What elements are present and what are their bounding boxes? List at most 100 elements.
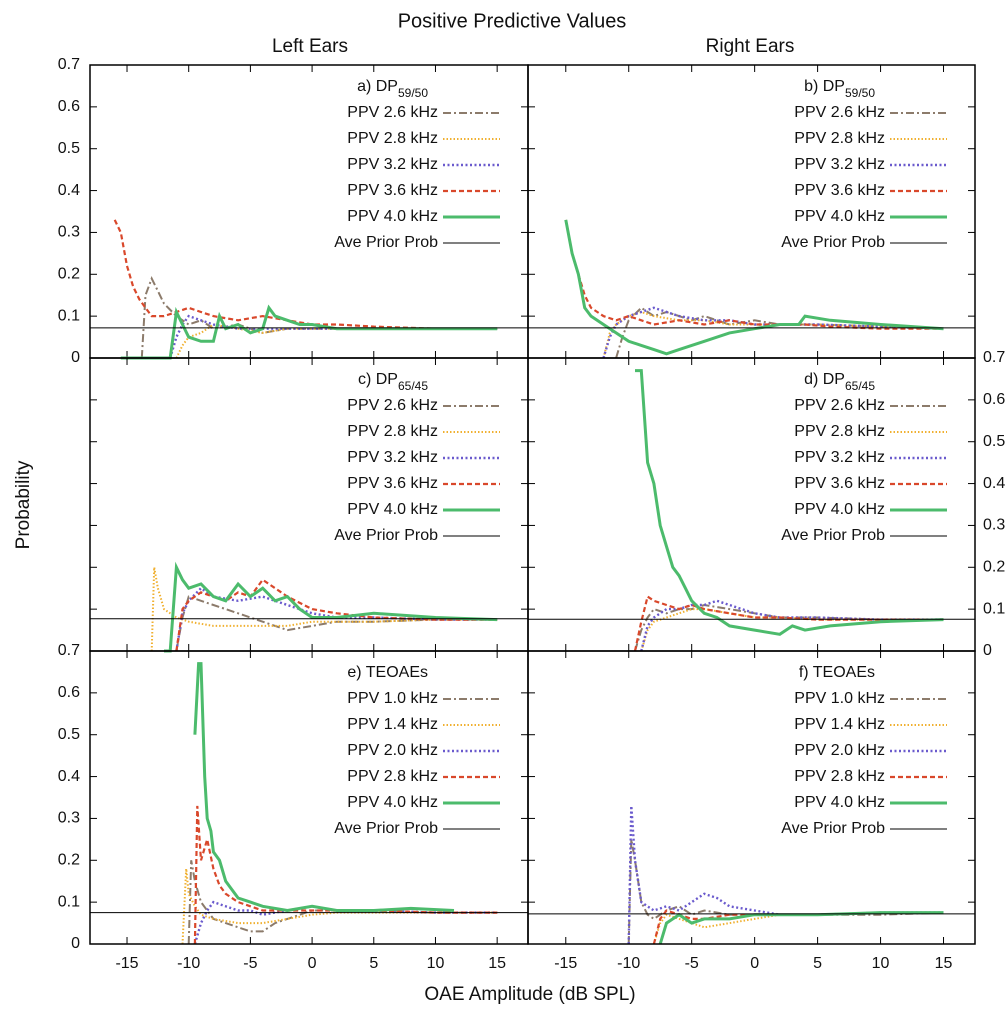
x-tick-label: -10 bbox=[177, 955, 200, 972]
legend-label: PPV 3.2 kHz bbox=[794, 449, 885, 466]
legend-label: PPV 2.6 kHz bbox=[794, 397, 885, 414]
series-line bbox=[175, 578, 498, 652]
panel-title-text: b) DP bbox=[804, 78, 845, 95]
series-line bbox=[564, 219, 944, 330]
legend-label: PPV 4.0 kHz bbox=[794, 501, 885, 518]
column-title: Left Ears bbox=[272, 36, 348, 57]
legend-label: PPV 1.0 kHz bbox=[347, 690, 438, 707]
y-tick-label: 0.6 bbox=[58, 98, 80, 115]
panel-frame bbox=[527, 357, 976, 652]
panel-frame bbox=[527, 650, 976, 945]
y-tick-label: 0.6 bbox=[58, 684, 80, 701]
x-tick-label: -5 bbox=[685, 955, 699, 972]
y-tick-label: 0.6 bbox=[983, 391, 1005, 408]
legend-label: PPV 3.6 kHz bbox=[794, 475, 885, 492]
panel-title: e) TEOAEs bbox=[347, 664, 428, 681]
legend-label: PPV 3.6 kHz bbox=[347, 475, 438, 492]
panel-title-text: a) DP bbox=[357, 78, 398, 95]
legend-label: PPV 2.6 kHz bbox=[794, 104, 885, 121]
legend-label: PPV 2.8 kHz bbox=[347, 423, 438, 440]
series-line bbox=[652, 911, 944, 945]
legend-label: PPV 2.8 kHz bbox=[794, 768, 885, 785]
y-tick-label: 0.4 bbox=[58, 768, 80, 785]
y-tick-label: 0.3 bbox=[58, 810, 80, 827]
series-line bbox=[635, 369, 944, 636]
legend-label: PPV 2.0 kHz bbox=[794, 742, 885, 759]
panel-title-subscript: 65/45 bbox=[845, 379, 875, 393]
y-tick-label: 0.3 bbox=[58, 224, 80, 241]
panel-title-text: d) DP bbox=[804, 371, 845, 388]
series-line bbox=[193, 805, 498, 945]
x-axis-label: OAE Amplitude (dB SPL) bbox=[424, 984, 635, 1005]
legend-label: Ave Prior Prob bbox=[781, 820, 885, 837]
legend-label: Ave Prior Prob bbox=[334, 527, 438, 544]
legend-label: PPV 4.0 kHz bbox=[347, 794, 438, 811]
series-line bbox=[140, 275, 498, 359]
x-tick-label: -5 bbox=[243, 955, 257, 972]
series-line bbox=[181, 868, 498, 945]
legend-label: PPV 2.8 kHz bbox=[794, 423, 885, 440]
panel-frame bbox=[89, 64, 529, 359]
legend-label: PPV 2.8 kHz bbox=[347, 130, 438, 147]
y-tick-label: 0.7 bbox=[58, 642, 80, 659]
panel-title-subscript: 59/50 bbox=[845, 86, 875, 100]
y-tick-label: 0.2 bbox=[983, 559, 1005, 576]
panel-title-subscript: 59/50 bbox=[398, 86, 428, 100]
legend-label: PPV 2.6 kHz bbox=[347, 104, 438, 121]
x-tick-label: 15 bbox=[488, 955, 506, 972]
series-line bbox=[120, 304, 498, 360]
series-line bbox=[193, 662, 455, 913]
y-tick-label: 0.2 bbox=[58, 266, 80, 283]
legend-label: PPV 4.0 kHz bbox=[794, 208, 885, 225]
legend-label: PPV 4.0 kHz bbox=[347, 501, 438, 518]
y-tick-label: 0.1 bbox=[58, 307, 80, 324]
series-line bbox=[627, 839, 944, 945]
series-line bbox=[564, 219, 944, 356]
series-line bbox=[640, 608, 944, 652]
panel-title: a) DP59/50 bbox=[357, 78, 428, 100]
y-tick-label: 0.4 bbox=[983, 475, 1005, 492]
series-line bbox=[175, 595, 498, 652]
y-tick-label: 0.1 bbox=[58, 893, 80, 910]
y-tick-label: 0.7 bbox=[983, 349, 1005, 366]
legend-label: PPV 1.0 kHz bbox=[794, 690, 885, 707]
legend-label: PPV 1.4 kHz bbox=[794, 716, 885, 733]
y-tick-label: 0.4 bbox=[58, 182, 80, 199]
legend-label: Ave Prior Prob bbox=[781, 234, 885, 251]
y-tick-label: 0 bbox=[71, 935, 80, 952]
panel-title-text: f) TEOAEs bbox=[799, 664, 875, 681]
x-tick-label: 0 bbox=[308, 955, 317, 972]
series-line bbox=[150, 567, 498, 652]
panel-title: d) DP65/45 bbox=[804, 371, 875, 393]
legend-label: PPV 2.6 kHz bbox=[347, 397, 438, 414]
x-tick-label: -15 bbox=[115, 955, 138, 972]
legend-label: PPV 3.6 kHz bbox=[347, 182, 438, 199]
legend-label: PPV 1.4 kHz bbox=[347, 716, 438, 733]
legend-label: PPV 2.8 kHz bbox=[347, 768, 438, 785]
legend-label: PPV 3.2 kHz bbox=[347, 156, 438, 173]
series-line bbox=[175, 586, 498, 652]
series-line bbox=[602, 306, 944, 359]
panel-title-text: c) DP bbox=[358, 371, 398, 388]
legend-label: Ave Prior Prob bbox=[334, 234, 438, 251]
legend-label: PPV 2.0 kHz bbox=[347, 742, 438, 759]
x-tick-label: 0 bbox=[750, 955, 759, 972]
chart-title: Positive Predictive Values bbox=[398, 10, 627, 32]
legend-label: PPV 4.0 kHz bbox=[347, 208, 438, 225]
column-title: Right Ears bbox=[706, 36, 795, 57]
x-tick-label: 10 bbox=[872, 955, 890, 972]
legend-label: PPV 3.2 kHz bbox=[347, 449, 438, 466]
panel-title-subscript: 65/45 bbox=[398, 379, 428, 393]
y-tick-label: 0.3 bbox=[983, 517, 1005, 534]
x-tick-label: 5 bbox=[369, 955, 378, 972]
series-line bbox=[615, 306, 944, 359]
y-tick-label: 0.5 bbox=[58, 140, 80, 157]
legend-label: PPV 4.0 kHz bbox=[794, 794, 885, 811]
series-line bbox=[113, 219, 498, 330]
legend-label: PPV 3.6 kHz bbox=[794, 182, 885, 199]
panel-title: b) DP59/50 bbox=[804, 78, 875, 100]
y-tick-label: 0.7 bbox=[58, 56, 80, 73]
x-tick-label: 5 bbox=[813, 955, 822, 972]
series-line bbox=[633, 594, 944, 652]
